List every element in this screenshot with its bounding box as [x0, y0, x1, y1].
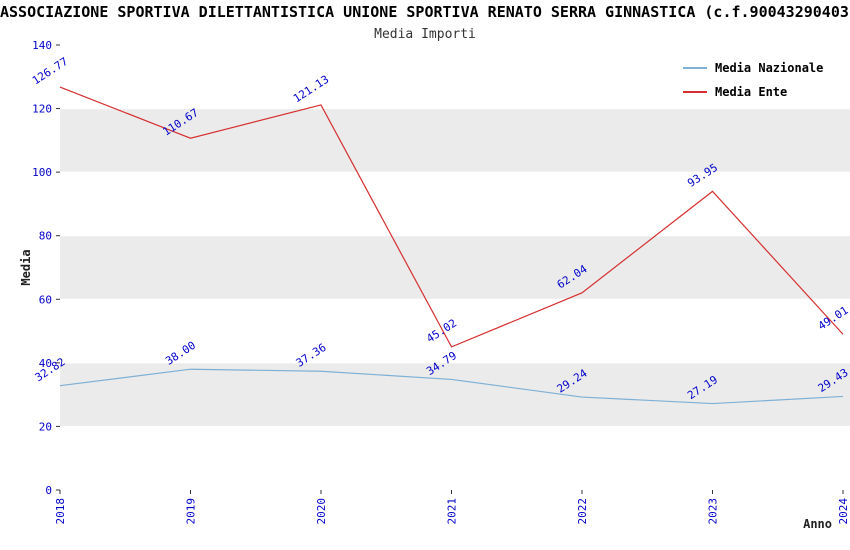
legend-label-media-nazionale: Media Nazionale	[715, 61, 823, 75]
y-tick-label: 40	[39, 357, 52, 370]
y-tick-label: 60	[39, 293, 52, 306]
y-tick-label: 100	[32, 166, 52, 179]
y-tick-label: 0	[45, 484, 52, 497]
data-label: 45.02	[424, 316, 459, 345]
grid-band	[60, 108, 850, 173]
grid-band	[60, 362, 850, 427]
legend-label-media-ente: Media Ente	[715, 85, 787, 99]
x-tick-label: 2019	[185, 498, 198, 525]
x-tick-label: 2020	[315, 498, 328, 525]
y-tick-label: 20	[39, 420, 52, 433]
y-tick-label: 140	[32, 39, 52, 52]
x-tick-label: 2023	[707, 498, 720, 525]
series-line-media-nazionale	[59, 368, 844, 405]
chart-title: ASSOCIAZIONE SPORTIVA DILETTANTISTICA UN…	[0, 3, 850, 21]
data-label: 49.01	[816, 304, 850, 333]
y-axis-title: Media	[19, 249, 33, 285]
x-tick-label: 2021	[446, 498, 459, 525]
data-label: 126.77	[30, 55, 70, 88]
x-tick-label: 2022	[576, 498, 589, 525]
y-tick-label: 120	[32, 103, 52, 116]
y-tick-label: 80	[39, 230, 52, 243]
series-line-media-ente	[59, 86, 844, 348]
chart-subtitle: Media Importi	[374, 27, 476, 42]
grid-band	[60, 235, 850, 300]
data-label: 121.13	[291, 73, 331, 106]
x-tick-label: 2018	[54, 498, 67, 525]
x-tick-label: 2024	[837, 498, 850, 525]
x-axis-title: Anno	[803, 517, 832, 531]
